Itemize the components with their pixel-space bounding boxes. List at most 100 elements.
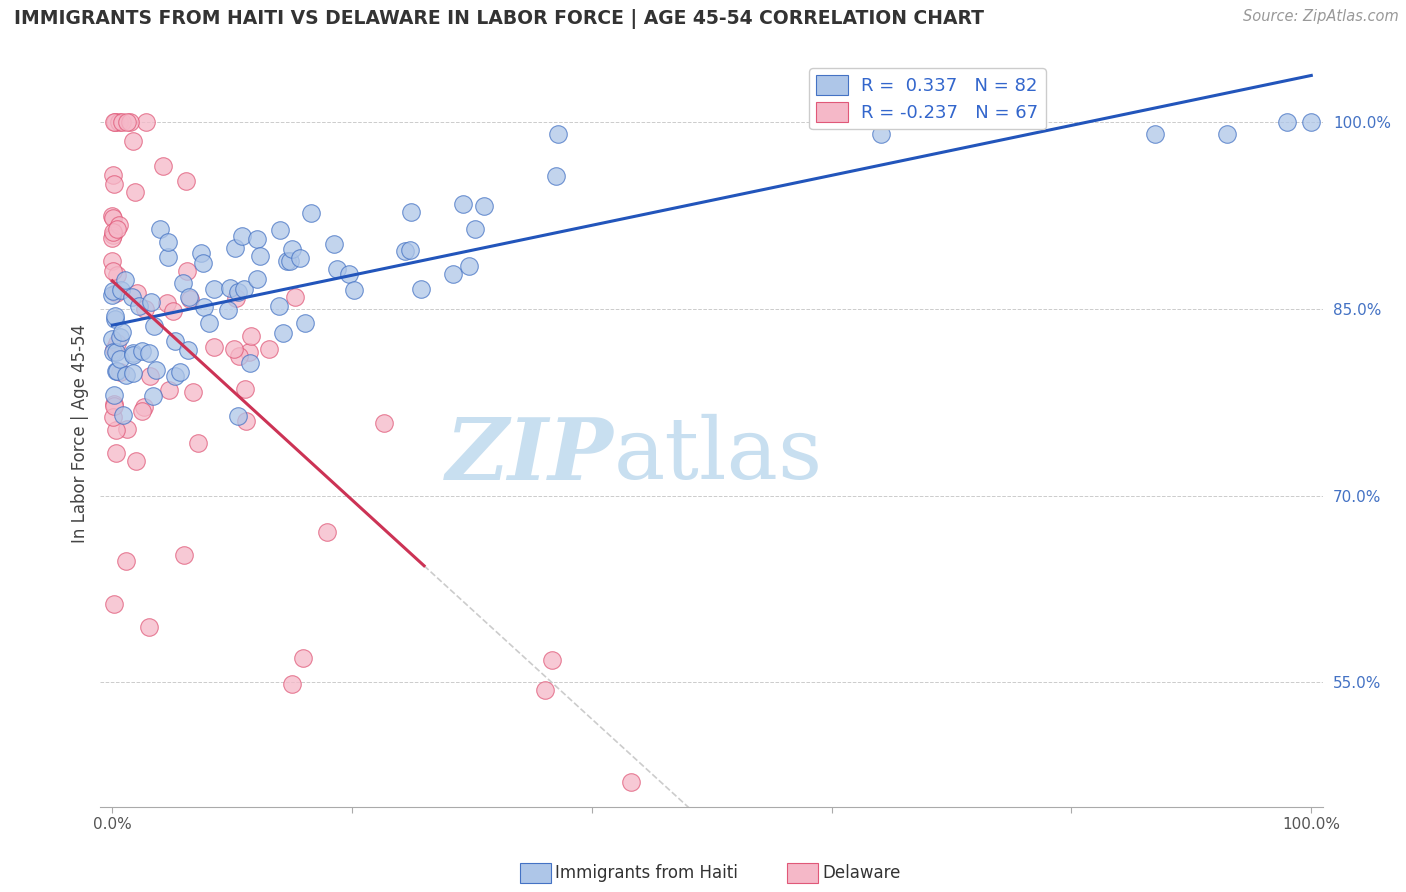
Point [238, 345, 260, 359]
Point [101, 409, 124, 424]
Point [101, 288, 124, 302]
Point [343, 283, 366, 297]
Point [135, 115, 157, 129]
Point [870, 128, 893, 142]
Point [181, 385, 204, 400]
Point [101, 225, 124, 239]
Point [101, 285, 124, 299]
Point [399, 204, 422, 219]
Point [246, 232, 269, 246]
Point [202, 340, 225, 354]
Point [124, 185, 146, 199]
Point [105, 285, 128, 300]
Text: Immigrants from Haiti: Immigrants from Haiti [555, 864, 738, 882]
Point [122, 366, 145, 380]
Point [316, 525, 339, 540]
Point [187, 436, 209, 450]
Point [163, 334, 186, 348]
Point [173, 277, 195, 291]
Point [156, 296, 179, 310]
Point [278, 253, 301, 268]
Point [108, 329, 131, 343]
Point [269, 223, 291, 237]
Point [115, 554, 138, 568]
Point [273, 326, 295, 340]
Point [131, 403, 153, 417]
Point [177, 343, 200, 357]
Point [322, 236, 344, 251]
Point [103, 115, 125, 129]
Point [115, 422, 138, 436]
Point [131, 344, 153, 359]
Point [1144, 128, 1167, 142]
Point [291, 651, 314, 665]
Point [197, 316, 219, 330]
Point [152, 159, 174, 173]
Point [103, 597, 125, 611]
Point [179, 290, 201, 304]
Point [101, 264, 124, 278]
Point [231, 228, 253, 243]
Point [138, 346, 160, 360]
Point [233, 382, 256, 396]
Point [103, 388, 125, 402]
Point [114, 273, 136, 287]
Point [103, 399, 125, 413]
Point [326, 261, 349, 276]
Point [1301, 115, 1323, 129]
Point [101, 253, 124, 268]
Point [294, 316, 316, 330]
Point [101, 231, 124, 245]
Text: ZIP: ZIP [446, 414, 614, 498]
Point [139, 369, 162, 384]
Point [156, 250, 179, 264]
Point [339, 267, 361, 281]
Point [451, 196, 474, 211]
Point [373, 416, 395, 430]
Point [267, 298, 290, 312]
Y-axis label: In Labor Force | Age 45-54: In Labor Force | Age 45-54 [72, 324, 89, 543]
Point [464, 221, 486, 235]
Point [142, 389, 165, 403]
Point [157, 383, 180, 397]
Point [121, 290, 143, 304]
Text: atlas: atlas [614, 414, 823, 498]
Point [169, 365, 191, 379]
Point [179, 292, 201, 306]
Point [103, 168, 125, 182]
Point [101, 344, 124, 359]
Point [239, 356, 262, 370]
Point [104, 312, 127, 326]
Point [112, 408, 135, 422]
Point [132, 400, 155, 414]
Point [232, 282, 254, 296]
Point [104, 310, 127, 324]
Point [107, 115, 129, 129]
Point [110, 284, 132, 298]
Point [202, 282, 225, 296]
Point [457, 260, 479, 274]
Point [174, 174, 197, 188]
Point [165, 368, 187, 383]
Point [235, 414, 257, 428]
Point [114, 368, 136, 383]
Point [547, 128, 569, 142]
Point [226, 285, 249, 299]
Point [149, 222, 172, 236]
Point [620, 775, 643, 789]
Point [101, 211, 124, 225]
Point [290, 251, 312, 265]
Point [226, 409, 249, 423]
Point [122, 135, 145, 149]
Point [409, 282, 432, 296]
Point [127, 286, 149, 301]
Point [121, 345, 143, 359]
Text: Source: ZipAtlas.com: Source: ZipAtlas.com [1243, 9, 1399, 24]
Point [104, 364, 127, 378]
Point [228, 349, 250, 363]
Point [104, 115, 127, 129]
Text: IMMIGRANTS FROM HAITI VS DELAWARE IN LABOR FORCE | AGE 45-54 CORRELATION CHART: IMMIGRANTS FROM HAITI VS DELAWARE IN LAB… [14, 9, 984, 29]
Point [544, 169, 567, 184]
Point [143, 318, 166, 333]
Point [225, 291, 247, 305]
